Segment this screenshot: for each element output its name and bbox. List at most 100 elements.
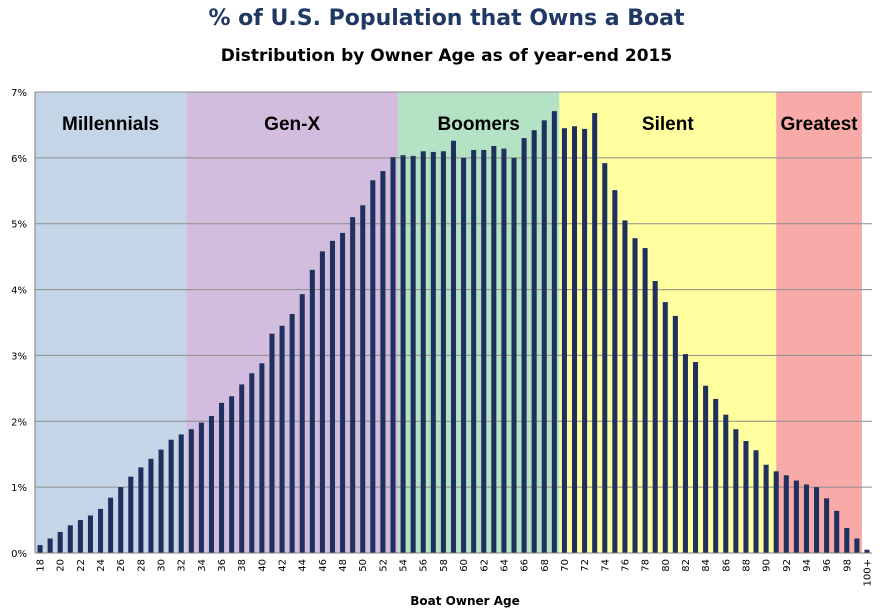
bar-age-44 xyxy=(299,294,305,553)
bar-age-88 xyxy=(743,441,749,553)
bar-age-93 xyxy=(793,480,799,553)
bar-age-49 xyxy=(350,217,356,553)
x-tick-label: 90 xyxy=(762,559,773,572)
era-label-silent: Silent xyxy=(642,114,694,135)
x-tick-label: 36 xyxy=(217,559,228,572)
x-tick-label: 46 xyxy=(318,559,329,572)
x-tick-label: 28 xyxy=(136,559,147,572)
chart-title: % of U.S. Population that Owns a Boat xyxy=(208,6,685,31)
bar-age-82 xyxy=(682,354,688,553)
axes xyxy=(34,92,872,554)
x-tick-label: 26 xyxy=(116,559,127,572)
era-label-boomers: Boomers xyxy=(438,114,520,135)
bar-age-69 xyxy=(551,111,557,553)
bar-age-60 xyxy=(461,157,467,553)
x-tick-label: 48 xyxy=(338,559,349,572)
x-tick-label: 80 xyxy=(661,559,672,572)
bar-age-65 xyxy=(511,157,517,553)
x-tick-label: 44 xyxy=(298,559,309,572)
x-tick-label: 86 xyxy=(721,559,732,572)
x-tick-label: 78 xyxy=(641,559,652,572)
bar-age-34 xyxy=(198,422,204,553)
y-tick-label: 3% xyxy=(11,351,27,362)
bar-age-42 xyxy=(279,325,285,553)
x-tick-label: 68 xyxy=(540,559,551,572)
bar-age-81 xyxy=(672,315,678,553)
x-tick-label: 64 xyxy=(499,559,510,572)
bar-age-57 xyxy=(430,151,436,553)
bar-age-19 xyxy=(47,538,53,553)
bar-age-40 xyxy=(259,363,265,553)
bar-age-35 xyxy=(208,416,214,553)
y-tick-label: 0% xyxy=(11,549,27,560)
bar-age-52 xyxy=(380,171,386,553)
bar-age-51 xyxy=(370,180,376,553)
x-tick-label: 24 xyxy=(96,559,107,572)
x-tick-labels: 18 20 22 24 26 28 30 32 34 36 38 40 42 44 46 48 50 52 54 56… xyxy=(36,559,874,586)
bar-age-92 xyxy=(783,475,789,553)
bar-age-96 xyxy=(824,498,830,553)
bar-age-79 xyxy=(652,281,658,553)
bar-age-84 xyxy=(703,385,709,553)
x-tick-label: 42 xyxy=(278,559,289,572)
x-tick-label: 56 xyxy=(419,559,430,572)
bar-age-74 xyxy=(602,163,608,553)
x-tick-label: 40 xyxy=(257,559,268,572)
y-tick-labels: 0% 1% 2% 3% 4% 5% 6% 7% xyxy=(11,88,27,560)
x-tick-label: 58 xyxy=(439,559,450,572)
bar-age-61 xyxy=(471,149,477,553)
bar-age-66 xyxy=(521,138,527,553)
x-tick-label: 20 xyxy=(56,559,67,572)
bar-age-85 xyxy=(713,398,719,553)
x-tick-label: 30 xyxy=(157,559,168,572)
bar-age-90 xyxy=(763,464,769,553)
x-tick-label: 72 xyxy=(580,559,591,572)
x-tick-label: 54 xyxy=(399,559,410,572)
bar-series xyxy=(37,111,870,554)
bar-age-78 xyxy=(642,248,648,553)
bar-age-72 xyxy=(582,128,588,553)
bar-age-64 xyxy=(501,148,507,553)
bar-age-53 xyxy=(390,157,396,553)
bar-age-67 xyxy=(531,130,537,553)
bar-age-23 xyxy=(87,515,93,553)
bar-age-86 xyxy=(723,414,729,553)
bar-age-46 xyxy=(319,251,325,554)
bar-age-73 xyxy=(592,113,598,554)
y-tick-label: 6% xyxy=(11,154,27,165)
bar-age-26 xyxy=(118,487,124,553)
bar-age-62 xyxy=(481,149,487,553)
x-tick-label: 66 xyxy=(520,559,531,572)
x-tick-label: 34 xyxy=(197,559,208,572)
bar-age-95 xyxy=(814,487,820,553)
bar-age-58 xyxy=(440,151,446,553)
era-label-millennials: Millennials xyxy=(62,114,159,135)
bar-age-89 xyxy=(753,450,759,553)
x-axis-label: Boat Owner Age xyxy=(410,594,519,608)
era-labels: Millennials Gen-X Boomers Silent Greatest xyxy=(62,114,858,135)
x-tick-label: 22 xyxy=(76,559,87,572)
bar-age-76 xyxy=(622,220,628,553)
bar-age-25 xyxy=(108,497,114,553)
bar-age-36 xyxy=(219,402,225,553)
bar-age-91 xyxy=(773,471,779,553)
bar-age-68 xyxy=(541,120,547,553)
x-tick-label: 88 xyxy=(741,559,752,572)
bar-age-43 xyxy=(289,313,295,553)
bar-age-87 xyxy=(733,429,739,553)
bar-age-24 xyxy=(98,508,104,553)
x-tick-label: 100+ xyxy=(862,559,873,586)
x-tick-label: 98 xyxy=(842,559,853,572)
bar-age-41 xyxy=(269,333,275,553)
bar-age-97 xyxy=(834,510,840,553)
y-tick-label: 4% xyxy=(11,286,27,297)
bar-age-30 xyxy=(158,449,164,553)
bar-age-48 xyxy=(340,232,346,554)
bar-age-18 xyxy=(37,545,43,553)
bar-age-45 xyxy=(309,269,315,553)
bar-age-83 xyxy=(693,362,699,553)
y-tick-label: 7% xyxy=(11,88,27,99)
x-tick-label: 50 xyxy=(358,559,369,572)
x-tick-label: 82 xyxy=(681,559,692,572)
